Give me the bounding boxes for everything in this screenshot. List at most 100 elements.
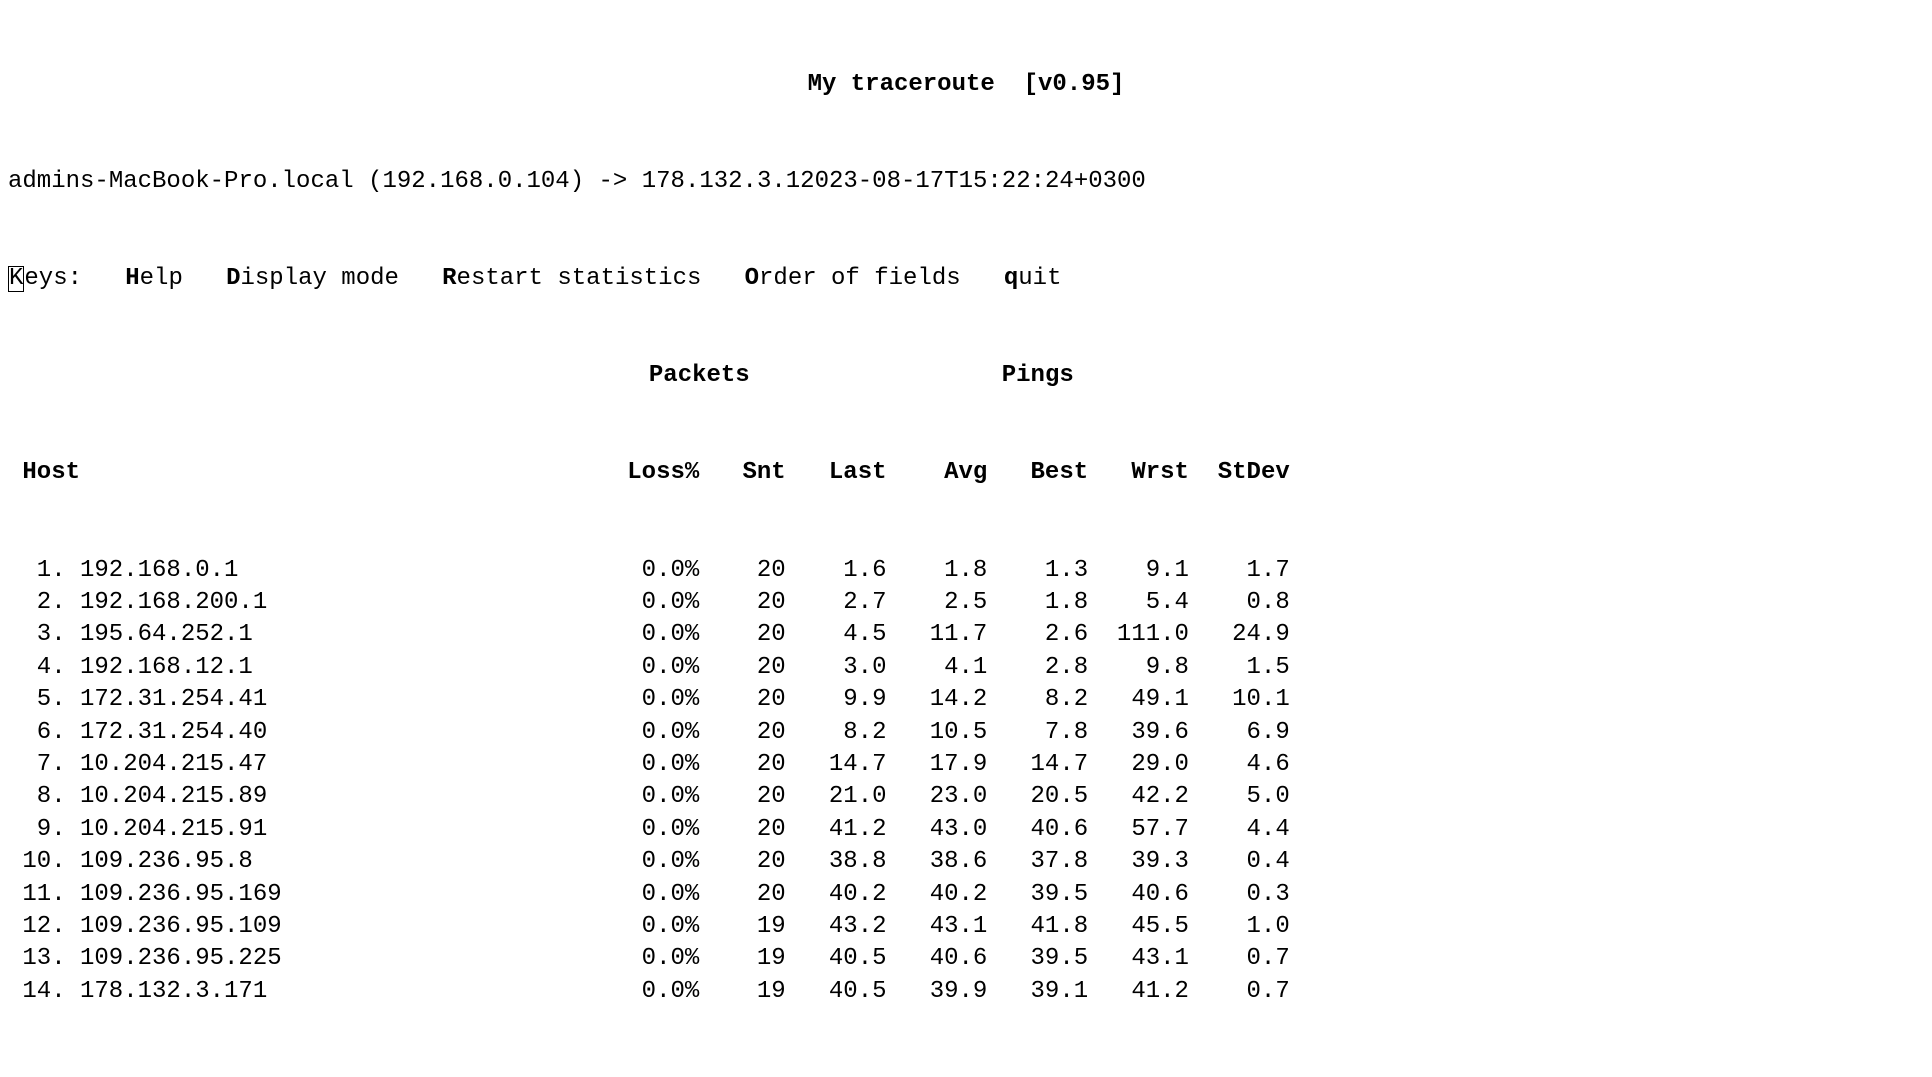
hop-number: 3 [8,619,51,651]
key-order-rest[interactable]: rder of fields [759,265,961,292]
hop-last: 4.5 [786,619,887,651]
hop-best: 14.7 [987,749,1088,781]
hop-dot: . [51,846,80,878]
hop-avg: 43.0 [887,814,988,846]
hop-number: 2 [8,587,51,619]
hop-dot: . [51,911,80,943]
hop-stdev: 0.7 [1189,943,1290,975]
hop-host: 172.31.254.41 [80,684,613,716]
hop-wrst: 42.2 [1088,781,1189,813]
key-quit-rest[interactable]: uit [1018,265,1061,292]
hop-host: 172.31.254.40 [80,717,613,749]
hop-avg: 11.7 [887,619,988,651]
hop-best: 8.2 [987,684,1088,716]
key-restart-rest[interactable]: estart statistics [457,265,702,292]
hop-loss: 0.0% [613,587,699,619]
hop-last: 8.2 [786,717,887,749]
key-quit-hot[interactable]: q [1004,265,1018,292]
hop-stdev: 1.7 [1189,555,1290,587]
app-title: My traceroute [v0.95] [8,69,1924,101]
hop-snt: 20 [699,555,785,587]
table-row: 8. 10.204.215.890.0%2021.023.020.542.25.… [8,781,1924,813]
key-order-hot[interactable]: O [745,265,759,292]
group-packets: Packets [613,360,786,392]
table-row: 3. 195.64.252.10.0%204.511.72.6111.024.9 [8,619,1924,651]
hop-dot: . [51,587,80,619]
keys-line: Keys: Help Display mode Restart statisti… [8,263,1924,295]
hop-wrst: 45.5 [1088,911,1189,943]
hop-best: 39.5 [987,943,1088,975]
hop-stdev: 1.5 [1189,652,1290,684]
key-display-rest[interactable]: isplay mode [240,265,398,292]
hop-number: 7 [8,749,51,781]
hop-best: 37.8 [987,846,1088,878]
hop-host: 10.204.215.47 [80,749,613,781]
hop-loss: 0.0% [613,619,699,651]
table-row: 2. 192.168.200.10.0%202.72.51.85.40.8 [8,587,1924,619]
hop-dot: . [51,555,80,587]
col-best: Best [987,457,1088,489]
hop-loss: 0.0% [613,781,699,813]
hop-snt: 20 [699,846,785,878]
hop-dot: . [51,879,80,911]
hop-best: 41.8 [987,911,1088,943]
group-pad [8,360,613,392]
hop-avg: 2.5 [887,587,988,619]
hop-wrst: 39.3 [1088,846,1189,878]
hop-dot: . [51,814,80,846]
key-help-hot[interactable]: H [125,265,139,292]
hop-best: 39.1 [987,976,1088,1008]
hop-wrst: 39.6 [1088,717,1189,749]
hop-loss: 0.0% [613,814,699,846]
hop-last: 40.5 [786,943,887,975]
key-help-rest[interactable]: elp [140,265,183,292]
table-row: 13. 109.236.95.2250.0%1940.540.639.543.1… [8,943,1924,975]
hop-host: 195.64.252.1 [80,619,613,651]
hop-number: 14 [8,976,51,1008]
hop-wrst: 40.6 [1088,879,1189,911]
hop-number: 12 [8,911,51,943]
hop-snt: 20 [699,879,785,911]
hop-avg: 38.6 [887,846,988,878]
hop-loss: 0.0% [613,555,699,587]
source-ip: 192.168.0.104 [382,168,569,195]
col-wrst: Wrst [1088,457,1189,489]
key-restart-hot[interactable]: R [442,265,456,292]
group-pings: Pings [786,360,1290,392]
hop-stdev: 0.3 [1189,879,1290,911]
hop-stdev: 4.6 [1189,749,1290,781]
hop-loss: 0.0% [613,846,699,878]
hop-host: 109.236.95.109 [80,911,613,943]
hop-loss: 0.0% [613,943,699,975]
hop-number: 6 [8,717,51,749]
hop-avg: 10.5 [887,717,988,749]
hop-number: 8 [8,781,51,813]
hop-loss: 0.0% [613,652,699,684]
hop-loss: 0.0% [613,684,699,716]
hop-loss: 0.0% [613,976,699,1008]
hops-table: 1. 192.168.0.10.0%201.61.81.39.11.72. 19… [8,555,1924,1008]
hop-wrst: 49.1 [1088,684,1189,716]
hop-wrst: 29.0 [1088,749,1189,781]
keys-label-rest: eys: [24,265,82,292]
hop-number: 13 [8,943,51,975]
hop-host: 192.168.200.1 [80,587,613,619]
hop-best: 7.8 [987,717,1088,749]
hop-dot: . [51,652,80,684]
hop-snt: 20 [699,749,785,781]
hop-dot: . [51,976,80,1008]
hop-best: 40.6 [987,814,1088,846]
table-row: 6. 172.31.254.400.0%208.210.57.839.66.9 [8,717,1924,749]
hop-wrst: 41.2 [1088,976,1189,1008]
hop-host: 109.236.95.169 [80,879,613,911]
route-info-line: admins-MacBook-Pro.local (192.168.0.104)… [8,166,1924,198]
key-display-hot[interactable]: D [226,265,240,292]
hop-snt: 20 [699,684,785,716]
hop-host: 178.132.3.171 [80,976,613,1008]
hop-snt: 19 [699,976,785,1008]
hop-wrst: 5.4 [1088,587,1189,619]
hop-host: 192.168.12.1 [80,652,613,684]
column-header-row: HostLoss%SntLastAvgBestWrstStDev [8,457,1924,489]
hop-dot: . [51,619,80,651]
hop-number: 10 [8,846,51,878]
